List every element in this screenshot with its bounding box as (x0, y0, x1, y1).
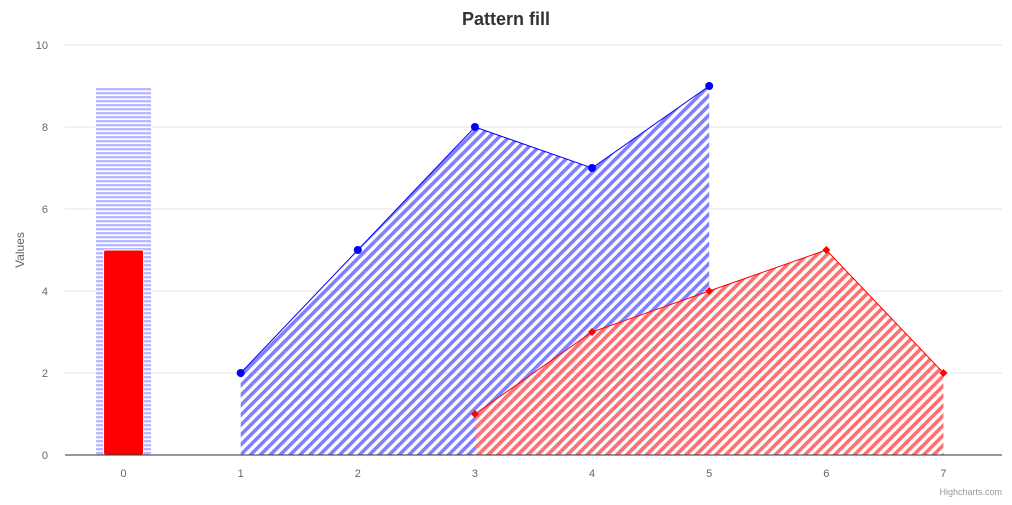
x-tick-label: 0 (121, 468, 127, 480)
plot-area (95, 82, 948, 456)
y-axis-title: Values (13, 232, 27, 268)
y-tick-label: 10 (36, 40, 48, 52)
y-tick-label: 8 (42, 122, 48, 134)
data-point (705, 82, 714, 90)
data-point (705, 287, 714, 295)
axes: 0 2 4 6 8 10 0 1 2 3 4 5 6 7 (36, 40, 1002, 480)
x-tick-label: 4 (589, 468, 595, 480)
x-tick-label: 5 (706, 468, 712, 480)
data-point (353, 246, 362, 254)
x-tick-label: 2 (355, 468, 361, 480)
data-point (588, 328, 597, 336)
data-point (588, 164, 597, 172)
x-tick-label: 7 (940, 468, 946, 480)
x-tick-label: 3 (472, 468, 478, 480)
credits[interactable]: Highcharts.com (939, 487, 1002, 497)
data-point (470, 123, 479, 131)
area-fill (474, 250, 944, 455)
y-tick-label: 0 (42, 450, 48, 462)
y-tick-label: 2 (42, 368, 48, 380)
column-bar (103, 249, 145, 456)
data-point (470, 410, 479, 418)
y-tick-label: 4 (42, 286, 48, 298)
x-tick-label: 6 (823, 468, 829, 480)
chart-title: Pattern fill (462, 9, 550, 29)
x-tick-label: 1 (238, 468, 244, 480)
data-point (236, 369, 245, 377)
data-point (822, 246, 831, 254)
y-tick-label: 6 (42, 204, 48, 216)
data-point (939, 369, 948, 377)
